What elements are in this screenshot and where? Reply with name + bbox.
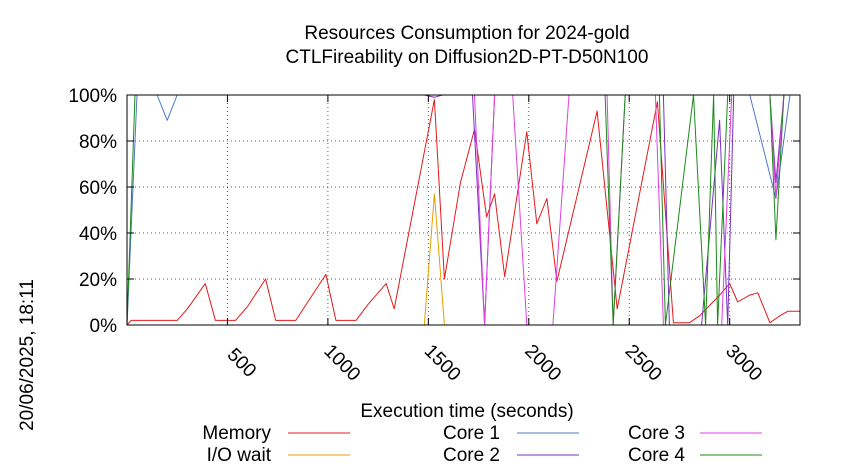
y-tick-label: 0% [90,316,118,337]
chart-subtitle: CTLFireability on Diffusion2D-PT-D50N100 [286,47,649,68]
plot-frame [126,94,801,326]
x-tick-label: 2000 [520,341,565,386]
series-layer [126,94,800,326]
side-timestamp: 20/06/2025, 18:11 [17,279,38,431]
series-line-i-o-wait [423,193,445,326]
x-tick-label: 3000 [721,341,766,386]
legend-label-core-1: Core 1 [443,423,500,444]
legend-label-memory: Memory [202,423,271,444]
y-tick-label: 100% [68,86,117,107]
legend-label-core-3: Core 3 [628,423,685,444]
series-line-core-4 [126,94,800,326]
y-tick-label: 60% [79,178,117,199]
x-tick-label: 1000 [319,341,364,386]
legend-label-core-4: Core 4 [628,445,685,466]
series-line-memory [126,99,800,326]
legend-label-core-2: Core 2 [443,445,500,466]
x-axis-label: Execution time (seconds) [360,401,573,422]
x-tick-label: 500 [223,344,260,381]
y-tick-label: 20% [79,270,117,291]
x-tick-label: 2500 [621,341,666,386]
y-tick-label: 80% [79,132,117,153]
chart-title: Resources Consumption for 2024-gold [304,23,629,44]
series-line-core-3 [474,94,785,326]
y-tick-label: 40% [79,224,117,245]
legend-label-i-o-wait: I/O wait [207,445,272,466]
axes: 0% 20% 40% 60% 80% 100% 500 1000 1500 2000 2500 300… [68,86,800,385]
x-tick-label: 1500 [420,341,465,386]
